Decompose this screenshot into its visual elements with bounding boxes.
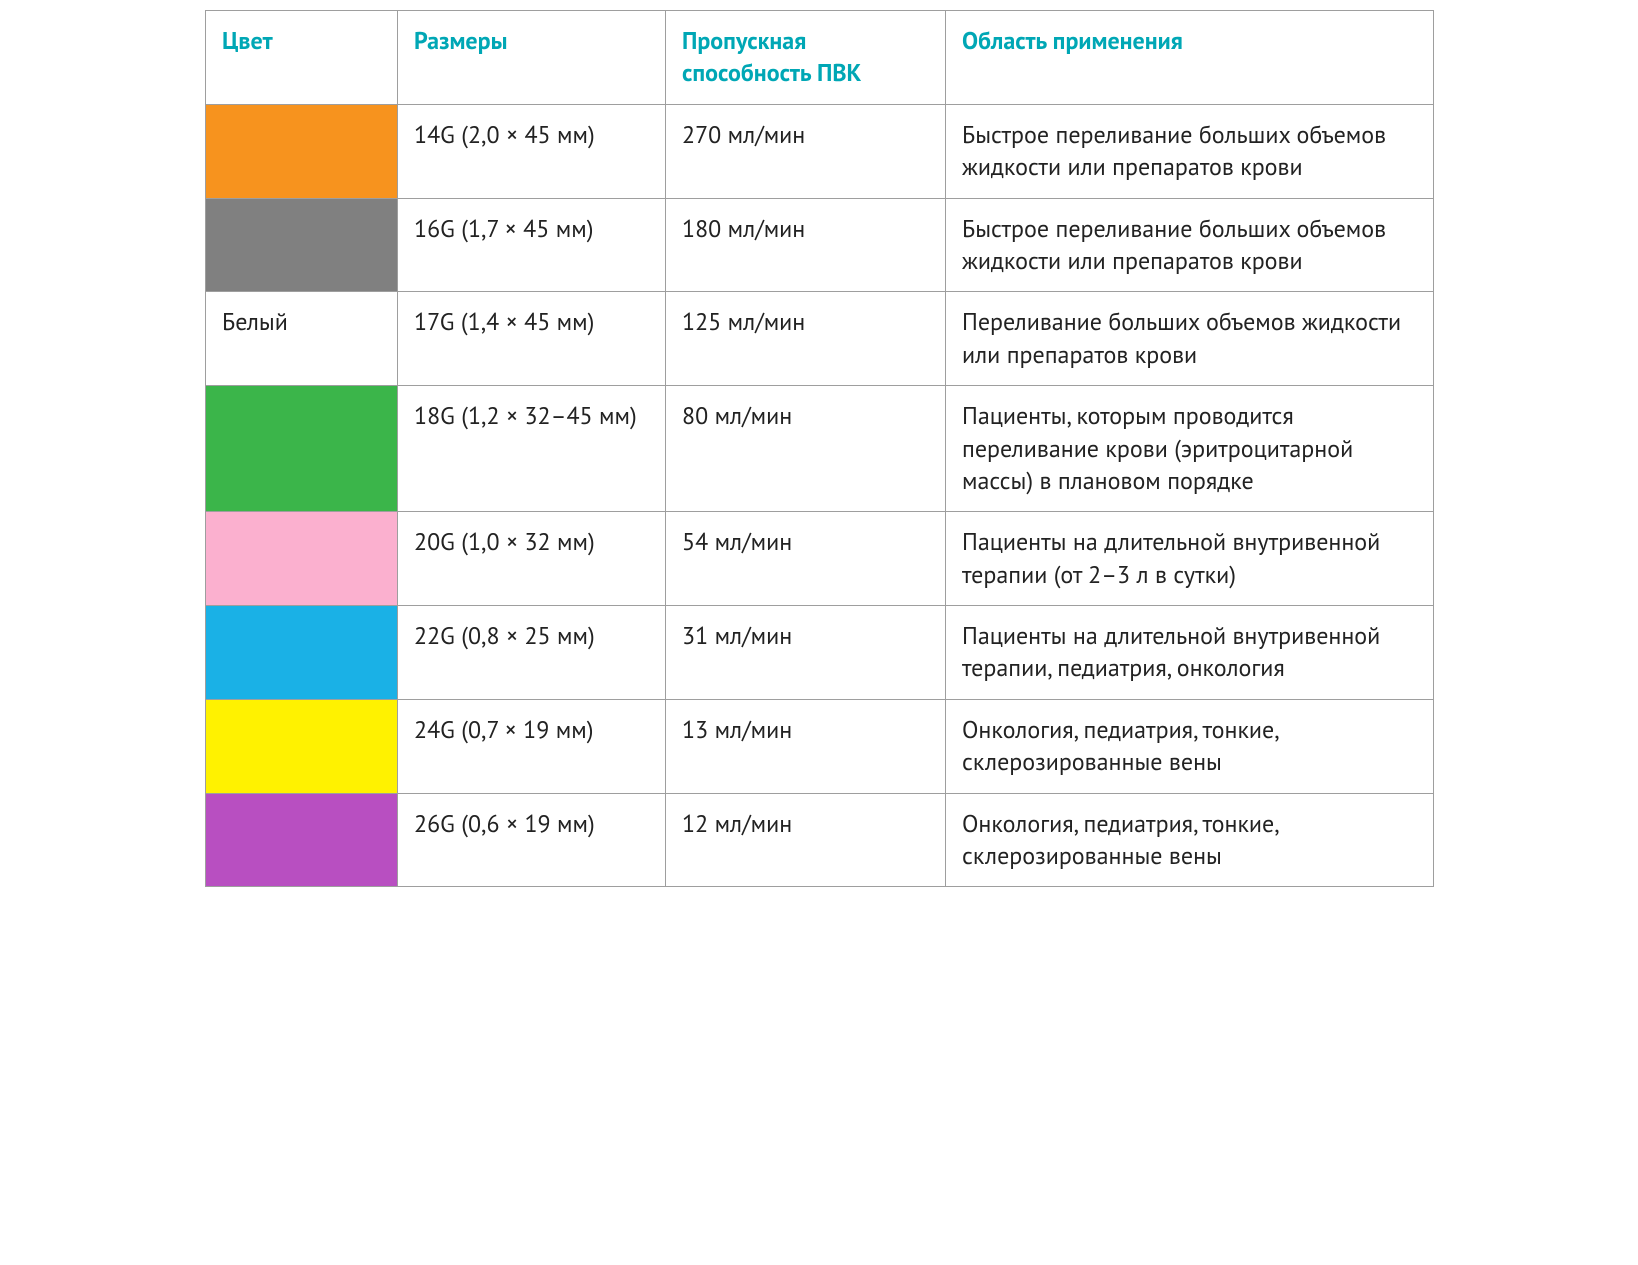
color-swatch: [206, 104, 398, 198]
cell-throughput: 180 мл/мин: [666, 198, 946, 292]
color-swatch: [206, 606, 398, 700]
cell-application: Онкология, педиатрия, тонкие, склерозиро…: [946, 793, 1434, 887]
table-row: 26G (0,6 × 19 мм) 12 мл/мин Онкология, п…: [206, 793, 1434, 887]
cell-throughput: 270 мл/мин: [666, 104, 946, 198]
table-row: 14G (2,0 × 45 мм) 270 мл/мин Быстрое пер…: [206, 104, 1434, 198]
cell-application: Пациенты на длительной внутривенной тера…: [946, 512, 1434, 606]
cell-throughput: 31 мл/мин: [666, 606, 946, 700]
col-header-application: Область применения: [946, 11, 1434, 105]
table-row: 22G (0,8 × 25 мм) 31 мл/мин Пациенты на …: [206, 606, 1434, 700]
cell-throughput: 12 мл/мин: [666, 793, 946, 887]
color-swatch: [206, 198, 398, 292]
cell-application: Онкология, педиатрия, тонкие, склерозиро…: [946, 699, 1434, 793]
col-header-throughput: Пропускная способность ПВК: [666, 11, 946, 105]
table-container: Цвет Размеры Пропускная способность ПВК …: [205, 10, 1433, 887]
pvk-table: Цвет Размеры Пропускная способность ПВК …: [205, 10, 1434, 887]
cell-application: Переливание больших объемов жидкости или…: [946, 292, 1434, 386]
table-body: 14G (2,0 × 45 мм) 270 мл/мин Быстрое пер…: [206, 104, 1434, 887]
cell-throughput: 80 мл/мин: [666, 386, 946, 512]
cell-application: Быстрое переливание больших объемов жидк…: [946, 198, 1434, 292]
cell-application: Быстрое переливание больших объемов жидк…: [946, 104, 1434, 198]
cell-throughput: 54 мл/мин: [666, 512, 946, 606]
cell-size: 22G (0,8 × 25 мм): [398, 606, 666, 700]
cell-application: Пациенты, которым проводится переливание…: [946, 386, 1434, 512]
color-swatch: [206, 512, 398, 606]
cell-throughput: 13 мл/мин: [666, 699, 946, 793]
table-row: Белый 17G (1,4 × 45 мм) 125 мл/мин Перел…: [206, 292, 1434, 386]
cell-size: 20G (1,0 × 32 мм): [398, 512, 666, 606]
cell-size: 26G (0,6 × 19 мм): [398, 793, 666, 887]
cell-size: 17G (1,4 × 45 мм): [398, 292, 666, 386]
col-header-size: Размеры: [398, 11, 666, 105]
table-row: 24G (0,7 × 19 мм) 13 мл/мин Онкология, п…: [206, 699, 1434, 793]
color-swatch: [206, 386, 398, 512]
color-swatch: [206, 699, 398, 793]
table-row: 20G (1,0 × 32 мм) 54 мл/мин Пациенты на …: [206, 512, 1434, 606]
table-row: 16G (1,7 × 45 мм) 180 мл/мин Быстрое пер…: [206, 198, 1434, 292]
cell-size: 14G (2,0 × 45 мм): [398, 104, 666, 198]
cell-size: 18G (1,2 × 32–45 мм): [398, 386, 666, 512]
color-swatch-white: Белый: [206, 292, 398, 386]
table-row: 18G (1,2 × 32–45 мм) 80 мл/мин Пациенты,…: [206, 386, 1434, 512]
cell-throughput: 125 мл/мин: [666, 292, 946, 386]
col-header-color: Цвет: [206, 11, 398, 105]
color-swatch: [206, 793, 398, 887]
cell-size: 24G (0,7 × 19 мм): [398, 699, 666, 793]
cell-size: 16G (1,7 × 45 мм): [398, 198, 666, 292]
cell-application: Пациенты на длительной внутривенной тера…: [946, 606, 1434, 700]
table-header-row: Цвет Размеры Пропускная способность ПВК …: [206, 11, 1434, 105]
